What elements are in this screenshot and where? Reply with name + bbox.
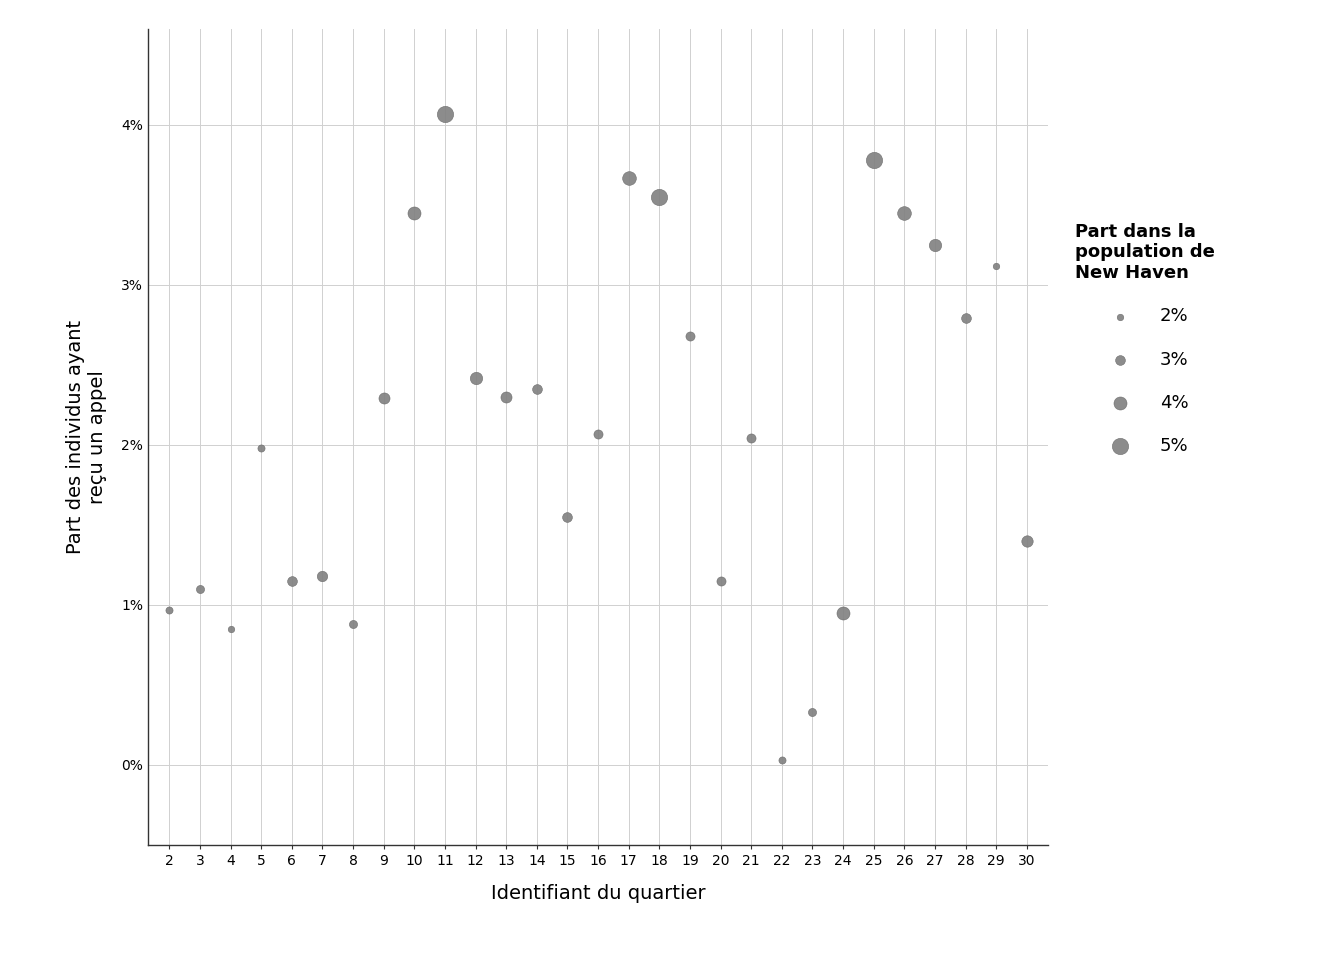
Point [496, 389, 517, 404]
Point [863, 153, 884, 168]
Point [618, 170, 640, 185]
Point [281, 573, 302, 588]
Point [312, 568, 333, 584]
Point [434, 106, 456, 121]
Y-axis label: Part des individus ayant
reçu un appel: Part des individus ayant reçu un appel [66, 320, 108, 554]
Point [954, 311, 976, 326]
Point [526, 381, 547, 396]
Point [925, 237, 946, 252]
Point [894, 205, 915, 221]
Point [372, 391, 394, 406]
Point [556, 509, 578, 524]
Point [649, 189, 671, 204]
Point [250, 441, 271, 456]
Point [1016, 533, 1038, 548]
Legend: 2%, 3%, 4%, 5%: 2%, 3%, 4%, 5% [1066, 213, 1224, 465]
Point [465, 370, 487, 385]
Point [771, 753, 793, 768]
Point [343, 616, 364, 632]
Point [741, 431, 762, 446]
Point [985, 258, 1007, 274]
Point [679, 328, 700, 344]
X-axis label: Identifiant du quartier: Identifiant du quartier [491, 884, 706, 903]
Point [587, 426, 609, 442]
Point [710, 573, 731, 588]
Point [832, 605, 853, 620]
Point [220, 621, 242, 636]
Point [190, 581, 211, 596]
Point [159, 602, 180, 617]
Point [403, 205, 425, 221]
Point [802, 705, 824, 720]
